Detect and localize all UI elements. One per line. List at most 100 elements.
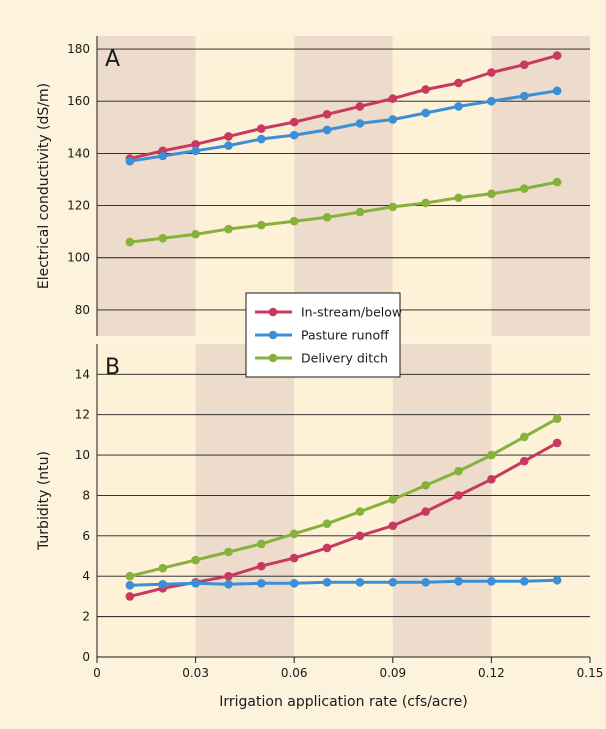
data-point bbox=[289, 117, 299, 127]
data-point bbox=[191, 578, 200, 588]
x-tick-label: 0.03 bbox=[182, 666, 209, 680]
data-point bbox=[224, 547, 233, 557]
y-tick-label: 4 bbox=[82, 569, 90, 583]
data-point bbox=[191, 139, 200, 149]
data-point bbox=[454, 491, 463, 500]
y-tick-label: 14 bbox=[75, 367, 90, 381]
background-band bbox=[392, 344, 492, 657]
data-point bbox=[125, 581, 135, 590]
data-point bbox=[322, 519, 332, 529]
series-line bbox=[129, 89, 558, 163]
x-axis: 0 0.03 0.06 0.09 0.12 0.15 Irrigation applicat… bbox=[93, 657, 603, 710]
data-point bbox=[224, 224, 233, 234]
panel-b: 0 2 4 6 8 10 12 14 Turbidity (ntu) B bbox=[36, 344, 590, 664]
data-point bbox=[224, 132, 233, 141]
data-point bbox=[388, 495, 398, 504]
data-point bbox=[552, 438, 562, 448]
background-band bbox=[491, 344, 590, 657]
data-point bbox=[519, 60, 529, 69]
data-point bbox=[552, 86, 562, 96]
data-point bbox=[158, 563, 168, 573]
panel-letter: B bbox=[105, 355, 120, 380]
data-point bbox=[552, 575, 562, 585]
data-point bbox=[454, 78, 463, 88]
background-band bbox=[97, 344, 196, 657]
data-point bbox=[158, 233, 168, 243]
data-point bbox=[421, 507, 430, 516]
data-point bbox=[125, 592, 135, 601]
data-point bbox=[125, 237, 135, 247]
series-line bbox=[129, 54, 558, 161]
data-point bbox=[257, 561, 266, 571]
legend-entry-label: Pasture runoff bbox=[301, 328, 389, 343]
series-line bbox=[129, 578, 558, 587]
data-point bbox=[487, 450, 496, 460]
legend-entry-label: Delivery ditch bbox=[301, 351, 388, 366]
data-point bbox=[552, 177, 562, 187]
y-tick-label: 140 bbox=[67, 146, 90, 160]
data-point bbox=[322, 213, 332, 222]
data-point bbox=[487, 68, 496, 77]
data-point bbox=[257, 220, 266, 230]
y-tick-label: 100 bbox=[67, 251, 90, 265]
legend-swatch-marker bbox=[268, 353, 278, 363]
data-point bbox=[421, 481, 430, 490]
data-point bbox=[224, 571, 233, 581]
y-tick-label: 160 bbox=[67, 94, 90, 108]
x-tick-label: 0.12 bbox=[478, 666, 505, 680]
data-point bbox=[257, 124, 266, 133]
data-point bbox=[388, 202, 398, 212]
series-line bbox=[129, 441, 558, 598]
y-tick-label: 2 bbox=[82, 610, 90, 624]
data-point bbox=[454, 466, 463, 476]
data-point bbox=[388, 577, 398, 587]
data-point bbox=[289, 578, 299, 588]
data-point bbox=[289, 529, 299, 539]
data-point bbox=[454, 102, 463, 111]
data-point bbox=[322, 109, 332, 119]
y-tick-label: 12 bbox=[75, 408, 90, 422]
data-point bbox=[487, 96, 496, 106]
data-point bbox=[355, 507, 365, 516]
data-point bbox=[257, 578, 266, 588]
background-band bbox=[195, 344, 295, 657]
data-point bbox=[289, 216, 299, 226]
data-point bbox=[158, 151, 168, 161]
data-point bbox=[257, 539, 266, 549]
data-point bbox=[322, 125, 332, 135]
y-tick-label: 6 bbox=[82, 529, 90, 543]
legend-entry-label: In-stream/below bbox=[301, 305, 402, 320]
data-point bbox=[125, 156, 135, 166]
data-point bbox=[519, 576, 529, 586]
data-point bbox=[289, 130, 299, 140]
data-point bbox=[421, 85, 430, 94]
x-tick-label: 0.09 bbox=[379, 666, 406, 680]
data-point bbox=[322, 543, 332, 553]
data-point bbox=[421, 577, 430, 587]
y-tick-label: 80 bbox=[75, 303, 90, 317]
data-point bbox=[224, 580, 233, 589]
data-point bbox=[519, 456, 529, 466]
y-tick-label: 180 bbox=[67, 42, 90, 56]
data-point bbox=[519, 91, 529, 101]
data-point bbox=[322, 577, 332, 587]
data-point bbox=[487, 576, 496, 586]
data-point bbox=[191, 146, 200, 156]
legend-swatch-marker bbox=[268, 307, 278, 317]
data-point bbox=[388, 115, 398, 124]
data-point bbox=[289, 553, 299, 563]
data-point bbox=[454, 193, 463, 203]
data-point bbox=[224, 141, 233, 150]
series-line bbox=[129, 180, 558, 244]
data-point bbox=[355, 207, 365, 217]
legend-swatch-marker bbox=[268, 330, 278, 340]
data-point bbox=[355, 102, 365, 111]
x-tick-label: 0.06 bbox=[281, 666, 308, 680]
data-point bbox=[355, 119, 365, 128]
y-axis-label: Turbidity (ntu) bbox=[36, 451, 52, 551]
data-point bbox=[552, 51, 562, 60]
data-point bbox=[257, 134, 266, 144]
x-tick-label: 0.15 bbox=[577, 666, 604, 680]
